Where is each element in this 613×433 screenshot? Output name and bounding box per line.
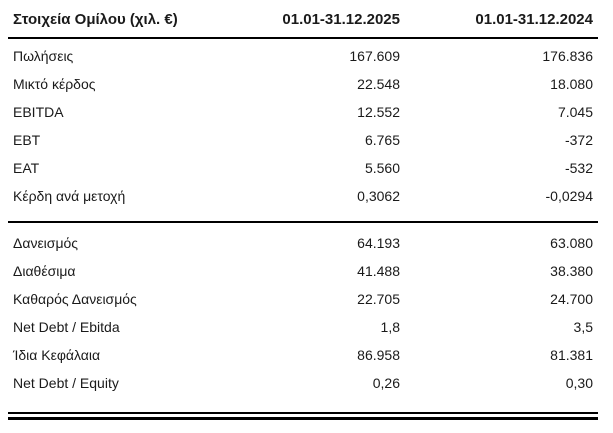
column-header-2025: 01.01-31.12.2025	[282, 11, 400, 28]
value-2025: 64.193	[357, 235, 400, 251]
table-row: Net Debt / Equity 0,26 0,30	[8, 369, 598, 397]
value-2024: -532	[564, 160, 593, 176]
column-header-2024: 01.01-31.12.2024	[475, 11, 593, 28]
value-2024: 176.836	[542, 48, 593, 64]
row-label: Πωλήσεις	[13, 48, 74, 64]
table-bottom-double-line	[8, 412, 598, 420]
table-row: EBITDA 12.552 7.045	[8, 98, 598, 126]
table-header-row: Στοιχεία Ομίλου (χιλ. €) 01.01-31.12.202…	[8, 0, 598, 39]
value-2024: -0,0294	[545, 188, 593, 204]
row-label: EBT	[13, 132, 41, 148]
table-row: Πωλήσεις 167.609 176.836	[8, 42, 598, 70]
value-2025: 22.705	[357, 291, 400, 307]
section-divider-line	[8, 221, 598, 223]
row-label: Δανεισμός	[13, 235, 79, 251]
row-label: Net Debt / Equity	[13, 375, 119, 391]
row-label: Κέρδη ανά μετοχή	[13, 188, 126, 204]
value-2024: 38.380	[550, 263, 593, 279]
value-2025: 5.560	[364, 160, 400, 176]
value-2025: 12.552	[357, 104, 400, 120]
value-2024: 63.080	[550, 235, 593, 251]
table-row: Δανεισμός 64.193 63.080	[8, 229, 598, 257]
row-label: Καθαρός Δανεισμός	[13, 291, 137, 307]
value-2024: 7.045	[557, 104, 593, 120]
value-2024: 24.700	[550, 291, 593, 307]
table-row: Καθαρός Δανεισμός 22.705 24.700	[8, 285, 598, 313]
value-2024: -372	[564, 132, 593, 148]
table-row: Μικτό κέρδος 22.548 18.080	[8, 70, 598, 98]
table-title: Στοιχεία Ομίλου (χιλ. €)	[13, 11, 178, 28]
value-2025: 0,26	[372, 375, 400, 391]
row-label: EAT	[13, 160, 40, 176]
value-2025: 167.609	[349, 48, 400, 64]
table-row: Κέρδη ανά μετοχή 0,3062 -0,0294	[8, 182, 598, 210]
income-statement-section: Πωλήσεις 167.609 176.836 Μικτό κέρδος 22…	[8, 39, 598, 210]
value-2025: 6.765	[364, 132, 400, 148]
balance-sheet-section: Δανεισμός 64.193 63.080 Διαθέσιμα 41.488…	[8, 223, 598, 397]
value-2025: 22.548	[357, 76, 400, 92]
table-row: EBT 6.765 -372	[8, 126, 598, 154]
group-figures-table: Στοιχεία Ομίλου (χιλ. €) 01.01-31.12.202…	[8, 0, 598, 420]
row-label: Ίδια Κεφάλαια	[13, 347, 101, 363]
value-2025: 41.488	[357, 263, 400, 279]
table-row: EAT 5.560 -532	[8, 154, 598, 182]
value-2025: 86.958	[357, 347, 400, 363]
value-2025: 0,3062	[357, 188, 400, 204]
value-2024: 0,30	[565, 375, 593, 391]
row-label: EBITDA	[13, 104, 64, 120]
table-row: Ίδια Κεφάλαια 86.958 81.381	[8, 341, 598, 369]
table-row: Net Debt / Ebitda 1,8 3,5	[8, 313, 598, 341]
value-2025: 1,8	[380, 319, 400, 335]
row-label: Διαθέσιμα	[13, 263, 76, 279]
table-row: Διαθέσιμα 41.488 38.380	[8, 257, 598, 285]
value-2024: 3,5	[573, 319, 593, 335]
value-2024: 81.381	[550, 347, 593, 363]
value-2024: 18.080	[550, 76, 593, 92]
row-label: Net Debt / Ebitda	[13, 319, 120, 335]
row-label: Μικτό κέρδος	[13, 76, 96, 92]
